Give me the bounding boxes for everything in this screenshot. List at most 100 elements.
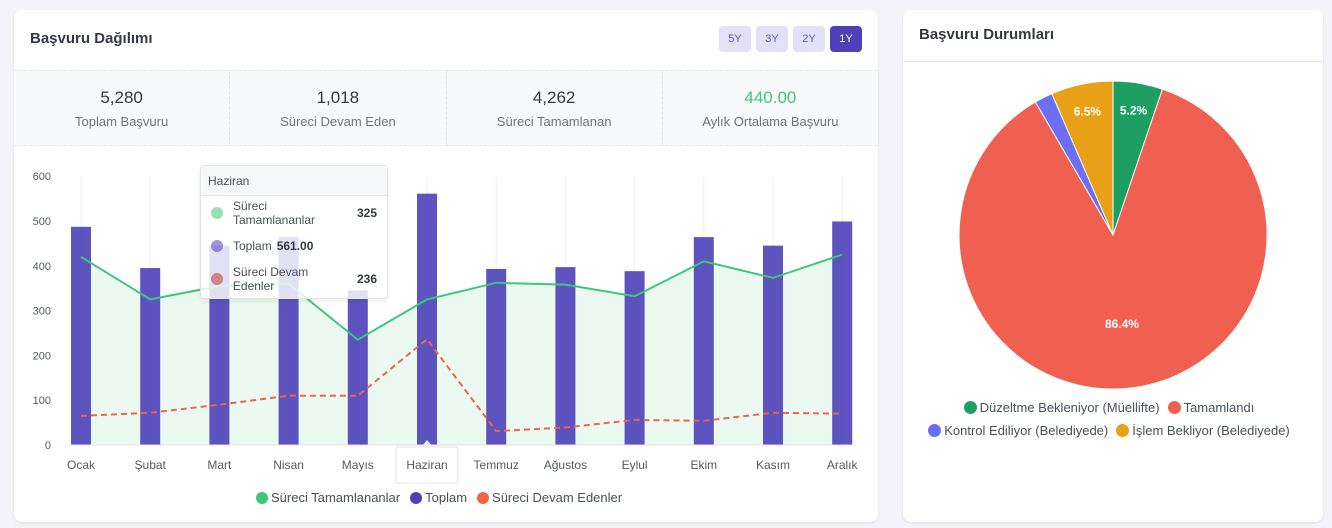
y-tick-label: 300 [33, 306, 51, 318]
application-status-card: Başvuru Durumları 5.2% 86.4% 6.5% Düzeltme… [903, 10, 1323, 522]
tooltip-dot [211, 272, 223, 285]
x-tick-label: Ocak [67, 458, 96, 472]
bar-total [140, 268, 161, 445]
stat-value: 4,262 [532, 87, 576, 107]
period-button-3y[interactable]: 3Y [756, 26, 788, 52]
stat-total-applications: 5,280 Toplam Başvuru [14, 71, 231, 145]
stat-value: 440.00 [744, 87, 797, 107]
legend-label: Toplam [425, 490, 468, 505]
ongoing-line [80, 337, 843, 433]
legend-label: Tamamlandı [1183, 400, 1255, 415]
pie-legend: Düzeltme Bekleniyor (Müellifte) Tamamlan… [913, 400, 1313, 446]
pie-chart: 5.2% 86.4% 6.5% [958, 80, 1268, 390]
x-tick-label: Aralık [827, 458, 859, 472]
combo-chart: 0 100 200 300 400 500 600 Ocak Şubat Mart Nisan May… [33, 171, 859, 484]
stat-value: 5,280 [100, 87, 143, 107]
pie-slice [958, 88, 1268, 390]
x-tick-label: Haziran [406, 458, 447, 472]
y-tick-label: 0 [45, 440, 51, 452]
bar-total [347, 290, 368, 445]
legend-dot [1167, 401, 1181, 414]
legend-item-correction-pending[interactable]: Düzeltme Bekleniyor (Müellifte) [963, 400, 1160, 415]
completed-area [81, 254, 843, 445]
y-tick-label: 200 [33, 350, 51, 362]
period-button-5y[interactable]: 5Y [719, 26, 751, 52]
application-distribution-card: Başvuru Dağılımı 5Y 3Y 2Y 1Y 5,280 Topla… [14, 10, 878, 522]
pie-label: 5.2% [1120, 103, 1148, 117]
legend-dot [928, 424, 942, 437]
tooltip-row-total: Toplam 561.00 [201, 229, 387, 262]
legend-dot [477, 491, 490, 504]
x-tick-label: Eylul [622, 458, 648, 472]
legend-label: Düzeltme Bekleniyor (Müellifte) [979, 400, 1160, 415]
tooltip-row-ongoing: Süreci Devam Edenler 236 [201, 262, 387, 295]
stat-completed: 4,262 Süreci Tamamlanan [447, 71, 663, 145]
tooltip-value: 325 [356, 205, 377, 220]
tooltip-row-completed: Süreci Tamamlananlar 325 [201, 196, 387, 229]
pie-label: 86.4% [1105, 317, 1139, 331]
bar-total [763, 245, 783, 445]
tooltip-value: 561.00 [276, 238, 314, 253]
bar-total [71, 226, 91, 445]
period-button-1y[interactable]: 1Y [830, 26, 862, 52]
bar-total [624, 271, 645, 445]
legend-label: Süreci Devam Edenler [492, 490, 623, 505]
legend-item-ongoing[interactable]: Süreci Devam Edenler [477, 490, 622, 505]
stat-label: Süreci Tamamlanan [496, 113, 612, 129]
x-highlight-pointer [421, 440, 433, 447]
stats-row: 5,280 Toplam Başvuru 1,018 Süreci Devam … [14, 70, 878, 146]
legend-dot [1116, 424, 1130, 437]
bar-total [832, 221, 853, 445]
legend-label: İşlem Bekliyor (Belediyede) [1132, 423, 1290, 438]
legend-row: Düzeltme Bekleniyor (Müellifte) Tamamlan… [913, 400, 1313, 415]
legend-label: Süreci Tamamlananlar [271, 490, 401, 505]
pie-slice [1051, 80, 1114, 236]
legend-item-completed[interactable]: Süreci Tamamlananlar [256, 490, 400, 505]
y-tick-label: 100 [33, 395, 51, 407]
x-tick-label: Mart [207, 458, 232, 472]
legend-label: Kontrol Ediliyor (Belediyede) [944, 423, 1109, 438]
card-title: Başvuru Dağılımı [30, 30, 153, 47]
stat-monthly-average: 440.00 Aylık Ortalama Başvuru [663, 71, 878, 145]
period-selector: 5Y 3Y 2Y 1Y [719, 26, 862, 52]
stat-label: Süreci Devam Eden [280, 113, 396, 129]
x-tick-label: Ekim [690, 458, 717, 472]
tooltip-dot [211, 206, 223, 219]
y-tick-label: 600 [33, 171, 51, 183]
bar-total [417, 193, 437, 445]
pie-label: 6.5% [1074, 104, 1102, 118]
stat-ongoing: 1,018 Süreci Devam Eden [230, 71, 447, 145]
card-header-divider [903, 61, 1323, 62]
legend-item-awaiting-process[interactable]: İşlem Bekliyor (Belediyede) [1116, 423, 1290, 438]
tooltip-label: Süreci Devam Edenler [232, 264, 309, 293]
x-tick-label: Temmuz [474, 458, 519, 472]
legend-row: Kontrol Ediliyor (Belediyede) İşlem Bekl… [913, 423, 1313, 438]
tooltip-dot [211, 239, 223, 252]
y-tick-label: 500 [33, 216, 51, 228]
stat-value: 1,018 [316, 87, 360, 107]
legend-item-completed[interactable]: Tamamlandı [1167, 400, 1255, 415]
bar-total [486, 268, 507, 445]
chart-legend: Süreci Tamamlananlar Toplam Süreci Devam… [256, 490, 632, 505]
tooltip-value: 236 [356, 271, 377, 286]
x-tick-label: Mayıs [342, 458, 374, 472]
legend-dot [963, 401, 977, 414]
tooltip-label: Süreci Tamamlananlar [232, 198, 316, 227]
bar-total [555, 267, 576, 445]
x-tick-label: Kasım [756, 458, 790, 472]
legend-dot [256, 491, 268, 504]
y-tick-label: 400 [33, 261, 51, 273]
legend-item-total[interactable]: Toplam [410, 490, 467, 505]
legend-item-under-review[interactable]: Kontrol Ediliyor (Belediyede) [928, 423, 1108, 438]
period-button-2y[interactable]: 2Y [793, 26, 825, 52]
chart-tooltip: Haziran Süreci Tamamlananlar 325 Toplam … [200, 165, 388, 299]
tooltip-label: Toplam [233, 238, 272, 253]
stat-label: Aylık Ortalama Başvuru [702, 113, 839, 129]
x-tick-label: Ağustos [544, 458, 587, 472]
card-title: Başvuru Durumları [919, 26, 1055, 43]
x-tick-label: Şubat [135, 458, 167, 472]
stat-label: Toplam Başvuru [75, 113, 169, 129]
tooltip-title: Haziran [201, 166, 387, 196]
legend-dot [410, 491, 423, 504]
bar-total [693, 237, 714, 445]
